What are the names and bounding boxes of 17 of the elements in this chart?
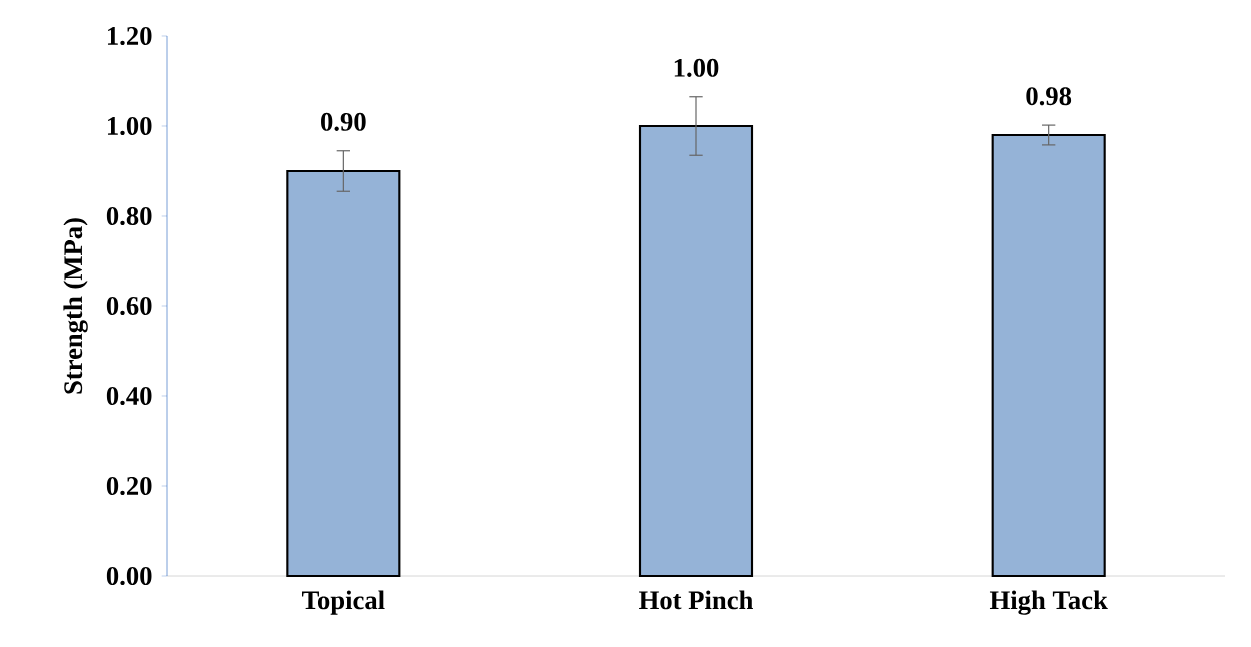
- x-tick-label: Topical: [302, 590, 385, 615]
- data-label: 1.00: [674, 58, 719, 77]
- y-tick-label: 1.00: [107, 116, 152, 136]
- data-label: 0.98: [1026, 87, 1072, 106]
- y-axis-title: Strength (MPa): [63, 218, 88, 394]
- y-tick-label: 0.00: [106, 566, 152, 586]
- y-tick-label: 0.20: [106, 476, 152, 496]
- y-tick-label: 0.40: [106, 386, 152, 406]
- x-tick-label: High Tack: [989, 590, 1108, 615]
- y-tick-label: 1.20: [107, 26, 152, 46]
- data-label: 0.90: [321, 112, 366, 131]
- x-tick-label: Hot Pinch: [639, 590, 753, 610]
- y-tick-label: 0.80: [106, 206, 152, 226]
- bar: [991, 133, 1106, 578]
- y-tick-label: 0.60: [106, 296, 152, 316]
- bar: [286, 169, 401, 578]
- bar: [638, 124, 754, 578]
